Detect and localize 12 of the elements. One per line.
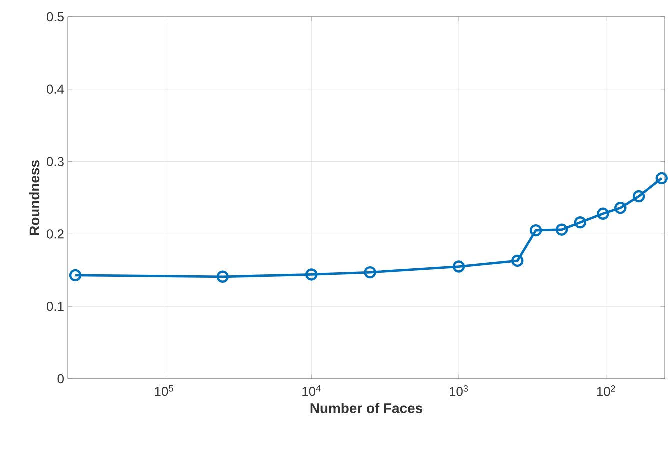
- y-tick-label: 0.3: [46, 157, 64, 166]
- y-tick-label: 0.1: [46, 302, 64, 312]
- x-tick-label: 10$^{5}$: [155, 386, 174, 396]
- x-tick-label: 10$^{4}$: [302, 386, 321, 396]
- x-tick-label: 10$^{3}$: [450, 386, 468, 396]
- y-axis-title: Roundness: [29, 160, 40, 236]
- y-tick-label: 0: [58, 374, 64, 384]
- x-tick-label: 10$^{2}$: [597, 386, 616, 396]
- y-tick-label: 0.4: [46, 84, 64, 94]
- y-tick-label: 0.5: [46, 12, 64, 22]
- y-tick-label: 0.2: [46, 230, 64, 239]
- x-axis-title: Number of Faces: [310, 403, 422, 414]
